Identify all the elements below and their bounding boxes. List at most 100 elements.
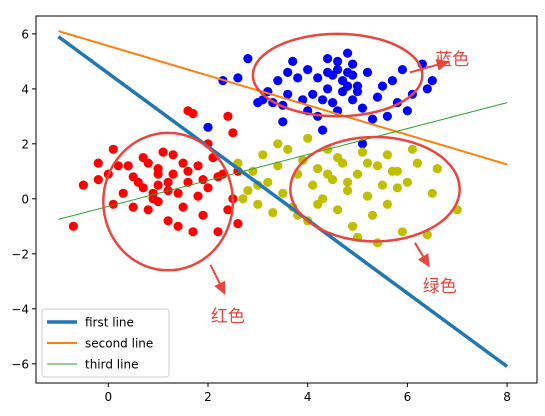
scatter-point-1-40 <box>144 159 153 168</box>
scatter-point-1-52 <box>164 178 173 187</box>
x-tick-label-2: 4 <box>304 390 312 404</box>
scatter-point-0-48 <box>333 65 342 74</box>
scatter-point-1-30 <box>213 227 222 236</box>
scatter-point-1-35 <box>233 219 242 228</box>
scatter-point-1-49 <box>188 109 197 118</box>
scatter-point-0-49 <box>343 82 352 91</box>
scatter-point-1-9 <box>129 203 138 212</box>
scatter-point-0-11 <box>293 73 302 82</box>
legend-label-1: second line <box>85 337 153 351</box>
annotation-label-0: 蓝色 <box>435 50 469 70</box>
scatter-point-2-43 <box>343 178 352 187</box>
scatter-point-1-50 <box>223 112 232 121</box>
scatter-point-1-28 <box>203 183 212 192</box>
scatter-point-0-20 <box>323 84 332 93</box>
scatter-point-2-21 <box>343 186 352 195</box>
scatter-point-2-14 <box>308 181 317 190</box>
scatter-point-1-18 <box>164 216 173 225</box>
scatter-point-2-47 <box>393 167 402 176</box>
x-tick-label-4: 8 <box>503 390 511 404</box>
scatter-point-2-44 <box>363 159 372 168</box>
scatter-point-2-25 <box>363 192 372 201</box>
scatter-point-0-37 <box>378 82 387 91</box>
scatter-point-1-16 <box>159 148 168 157</box>
scatter-point-2-48 <box>428 189 437 198</box>
scatter-point-0-29 <box>348 95 357 104</box>
scatter-point-0-55 <box>348 71 357 80</box>
scatter-point-2-23 <box>353 170 362 179</box>
scatter-point-2-4 <box>258 150 267 159</box>
scatter-point-1-39 <box>154 170 163 179</box>
scatter-point-2-34 <box>413 159 422 168</box>
scatter-point-2-3 <box>253 200 262 209</box>
scatter-point-0-23 <box>333 57 342 66</box>
scatter-point-2-53 <box>408 145 417 154</box>
scatter-point-0-2 <box>243 54 252 63</box>
scatter-point-1-22 <box>179 159 188 168</box>
scatter-point-2-51 <box>313 200 322 209</box>
scatter-point-1-12 <box>144 205 153 214</box>
scatter-point-2-42 <box>273 139 282 148</box>
legend-label-2: third line <box>85 358 138 372</box>
scatter-point-1-41 <box>169 150 178 159</box>
y-tick-label-5: 4 <box>21 82 29 96</box>
scatter-point-1-37 <box>228 128 237 137</box>
scatter-point-0-32 <box>358 104 367 113</box>
scatter-point-1-46 <box>154 197 163 206</box>
scatter-point-0-10 <box>288 57 297 66</box>
scatter-point-2-5 <box>263 178 272 187</box>
scatter-point-1-3 <box>94 159 103 168</box>
scatter-point-2-22 <box>348 222 357 231</box>
scatter-point-2-27 <box>373 161 382 170</box>
scatter-point-1-25 <box>193 192 202 201</box>
scatter-point-0-1 <box>233 73 242 82</box>
scatter-point-0-38 <box>383 112 392 121</box>
y-tick-label-2: −2 <box>11 247 29 261</box>
scatter-point-2-41 <box>373 238 382 247</box>
scatter-point-0-19 <box>323 54 332 63</box>
scatter-point-0-42 <box>403 106 412 115</box>
scatter-point-2-19 <box>333 205 342 214</box>
scatter-point-1-14 <box>154 181 163 190</box>
scatter-point-2-15 <box>313 164 322 173</box>
x-tick-label-3: 6 <box>404 390 412 404</box>
scatter-point-2-31 <box>393 183 402 192</box>
scatter-point-0-18 <box>318 95 327 104</box>
scatter-point-0-22 <box>328 98 337 107</box>
scatter-point-0-47 <box>323 68 332 77</box>
scatter-point-0-15 <box>308 90 317 99</box>
scatter-point-2-24 <box>358 148 367 157</box>
x-tick-label-1: 2 <box>204 390 212 404</box>
scatter-point-1-26 <box>193 161 202 170</box>
scatter-point-2-46 <box>323 170 332 179</box>
scatter-point-0-30 <box>348 60 357 69</box>
scatter-point-1-7 <box>119 189 128 198</box>
scatter-point-2-6 <box>268 208 277 217</box>
scatter-point-0-6 <box>273 76 282 85</box>
x-tick-label-0: 0 <box>104 390 112 404</box>
scatter-point-0-45 <box>423 84 432 93</box>
scatter-point-2-33 <box>403 178 412 187</box>
annotation-label-1: 红色 <box>211 307 245 327</box>
scatter-point-1-19 <box>169 170 178 179</box>
scatter-point-1-0 <box>69 222 78 231</box>
scatter-point-1-6 <box>109 145 118 154</box>
scatter-point-0-27 <box>343 49 352 58</box>
scatter-point-0-50 <box>253 98 262 107</box>
scatter-point-1-2 <box>94 175 103 184</box>
scatter-point-0-16 <box>313 73 322 82</box>
scatter-point-2-38 <box>303 134 312 143</box>
scatter-point-1-27 <box>198 211 207 220</box>
scatter-point-0-8 <box>283 68 292 77</box>
scatter-point-1-47 <box>174 222 183 231</box>
scatter-point-0-52 <box>278 117 287 126</box>
scatter-point-0-41 <box>398 65 407 74</box>
scatter-point-0-46 <box>428 76 437 85</box>
scatter-point-0-33 <box>353 87 362 96</box>
annotation-label-2: 绿色 <box>423 277 457 297</box>
scatter-point-2-9 <box>283 145 292 154</box>
scatter-point-2-50 <box>238 194 247 203</box>
y-tick-label-6: 6 <box>21 27 29 41</box>
scatter-point-0-53 <box>318 126 327 135</box>
